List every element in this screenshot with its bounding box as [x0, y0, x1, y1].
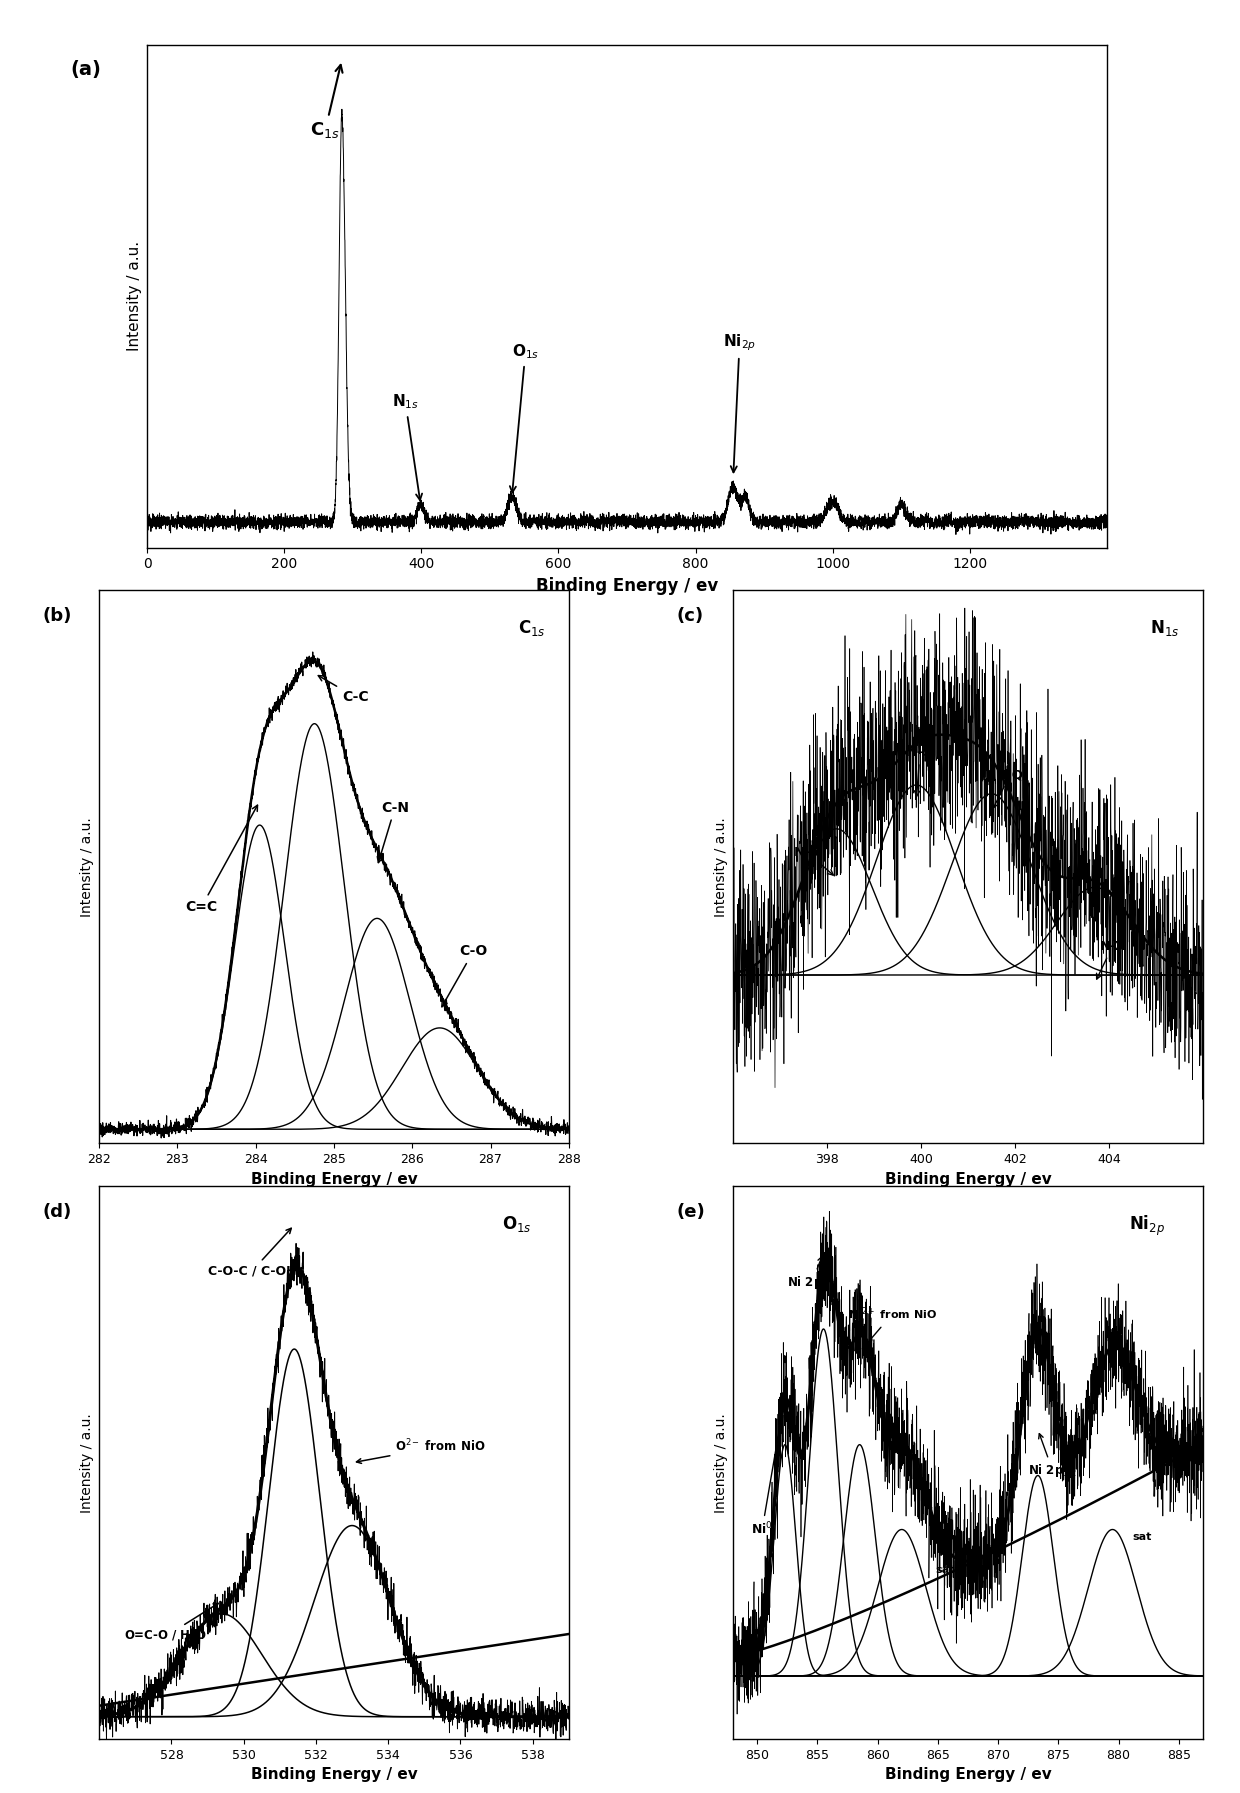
Text: Ni$^{2+}$ from NiO: Ni$^{2+}$ from NiO	[848, 1305, 937, 1348]
Text: C-N: C-N	[377, 801, 409, 862]
Text: (a): (a)	[71, 59, 102, 79]
Text: sat: sat	[1132, 1533, 1152, 1542]
Y-axis label: Intensity / a.u.: Intensity / a.u.	[126, 240, 141, 351]
X-axis label: Binding Energy / ev: Binding Energy / ev	[250, 1768, 418, 1782]
Text: Ni 2p$_{3/2}$: Ni 2p$_{3/2}$	[787, 1257, 836, 1291]
Text: O$_{1s}$: O$_{1s}$	[502, 1214, 531, 1234]
Text: O=C-O / H$_2$O: O=C-O / H$_2$O	[124, 1603, 218, 1644]
Y-axis label: Intensity / a.u.: Intensity / a.u.	[714, 1413, 728, 1513]
Text: O$^{2-}$ from NiO: O$^{2-}$ from NiO	[356, 1438, 486, 1463]
X-axis label: Binding Energy / ev: Binding Energy / ev	[250, 1171, 418, 1187]
Text: N-X: N-X	[1096, 940, 1126, 979]
Text: N-Q: N-Q	[993, 769, 1024, 807]
Text: Ni 2p$_{1/2}$: Ni 2p$_{1/2}$	[1028, 1434, 1078, 1479]
Text: Ni$_{2p}$: Ni$_{2p}$	[1130, 1214, 1166, 1239]
Text: (c): (c)	[677, 608, 704, 626]
Y-axis label: Intensity / a.u.: Intensity / a.u.	[79, 1413, 94, 1513]
Text: C$_{1s}$: C$_{1s}$	[518, 619, 546, 638]
Text: Ni$_{2p}$: Ni$_{2p}$	[723, 332, 756, 472]
Text: Ni$^0$: Ni$^0$	[751, 1400, 786, 1538]
Text: C-O-C / C-OH: C-O-C / C-OH	[207, 1228, 296, 1278]
Text: (e): (e)	[677, 1203, 706, 1221]
Y-axis label: Intensity / a.u.: Intensity / a.u.	[79, 818, 94, 916]
Text: (d): (d)	[43, 1203, 72, 1221]
Text: C-C: C-C	[319, 676, 368, 705]
Text: O$_{1s}$: O$_{1s}$	[510, 342, 539, 493]
X-axis label: Binding Energy / ev: Binding Energy / ev	[536, 577, 718, 595]
Text: C-O: C-O	[441, 945, 487, 1006]
Text: C$_{1s}$: C$_{1s}$	[310, 65, 342, 140]
Text: N$_{1s}$: N$_{1s}$	[1149, 619, 1179, 638]
X-axis label: Binding Energy / ev: Binding Energy / ev	[884, 1768, 1052, 1782]
Text: N-6: N-6	[795, 846, 833, 875]
Text: N$_{1s}$: N$_{1s}$	[392, 393, 422, 500]
Text: N-5: N-5	[906, 746, 932, 796]
Y-axis label: Intensity / a.u.: Intensity / a.u.	[714, 818, 728, 916]
Text: (b): (b)	[43, 608, 72, 626]
Text: sat: sat	[935, 1565, 955, 1576]
X-axis label: Binding Energy / ev: Binding Energy / ev	[884, 1171, 1052, 1187]
Text: C=C: C=C	[185, 805, 258, 914]
